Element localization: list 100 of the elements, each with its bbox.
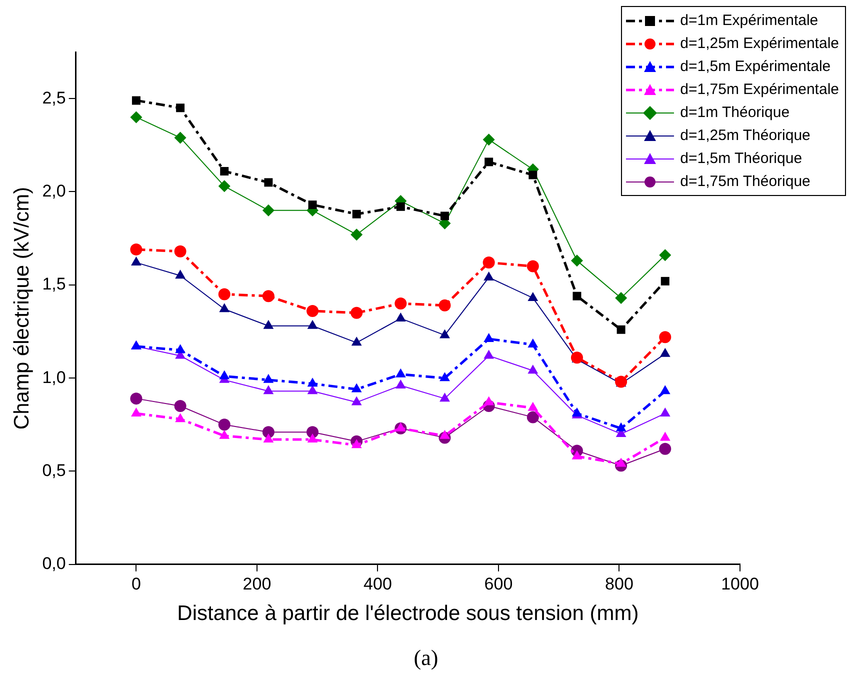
point <box>130 111 142 124</box>
point <box>484 332 494 342</box>
y-tick-label: 2,5 <box>42 88 66 108</box>
legend-label: d=1,25m Théorique <box>680 127 810 144</box>
point <box>615 292 628 304</box>
legend-label: d=1m Théorique <box>680 104 790 121</box>
point <box>132 96 140 105</box>
point <box>440 212 449 220</box>
point <box>484 396 494 406</box>
point <box>351 439 362 448</box>
point <box>528 402 538 411</box>
point <box>350 306 363 319</box>
point <box>174 245 186 258</box>
point <box>528 338 538 348</box>
legend-label: d=1,25m Expérimentale <box>680 35 839 52</box>
legend-label: d=1,75m Théorique <box>680 173 810 190</box>
y-tick-label: 0,0 <box>42 554 66 574</box>
point <box>262 204 274 216</box>
point <box>528 170 538 180</box>
y-axis-title: Champ électrique (kV/cm) <box>10 186 34 430</box>
point <box>660 432 670 441</box>
point <box>440 430 450 439</box>
point <box>175 344 186 354</box>
point <box>482 134 495 146</box>
point <box>659 442 672 455</box>
point <box>262 426 274 438</box>
point <box>306 426 319 438</box>
point <box>306 304 319 317</box>
point <box>220 167 229 176</box>
point <box>263 374 274 383</box>
point <box>484 350 494 359</box>
x-tick-label: 200 <box>242 574 272 594</box>
point <box>307 434 318 443</box>
legend-label: d=1,5m Expérimentale <box>680 58 831 75</box>
point <box>440 329 450 338</box>
point <box>395 312 406 322</box>
point <box>438 299 451 312</box>
point <box>262 290 274 302</box>
x-tick-label: 600 <box>484 574 513 594</box>
point <box>351 383 362 392</box>
point <box>616 422 626 432</box>
x-axis-title: Distance à partir de l'électrode sous tension (mm) <box>177 602 639 626</box>
point <box>394 298 407 310</box>
point <box>395 380 406 389</box>
point <box>219 430 230 439</box>
point <box>175 413 186 422</box>
point <box>175 270 186 279</box>
point <box>264 178 273 187</box>
point <box>219 370 230 380</box>
point <box>350 228 363 241</box>
point <box>351 336 362 346</box>
point <box>131 407 142 416</box>
x-tick-label: 800 <box>605 574 634 594</box>
point <box>572 450 582 460</box>
x-tick-label: 0 <box>131 574 141 594</box>
point <box>263 434 274 443</box>
point <box>176 104 185 112</box>
point <box>130 392 142 405</box>
point <box>659 249 672 262</box>
point <box>440 392 450 402</box>
point <box>395 368 406 378</box>
point <box>526 411 539 424</box>
x-tick-label: 400 <box>364 574 392 594</box>
point <box>484 271 494 280</box>
point <box>616 325 626 334</box>
point <box>616 458 626 467</box>
point <box>130 244 142 256</box>
point <box>218 288 230 300</box>
y-tick-label: 1,5 <box>42 274 66 294</box>
text: (a) <box>412 645 440 671</box>
point <box>218 180 230 192</box>
y-tick-label: 2,0 <box>42 181 66 200</box>
y-tick-label: 1,0 <box>42 368 66 387</box>
legend-label: d=1m Expérimentale <box>680 12 818 29</box>
point <box>219 303 230 312</box>
point <box>482 256 495 269</box>
point <box>131 256 142 266</box>
point <box>307 378 318 387</box>
legend-label: d=1,75m Expérimentale <box>680 81 839 98</box>
x-tick-label: 1000 <box>721 574 759 594</box>
point <box>174 400 186 412</box>
point <box>572 292 582 300</box>
point <box>528 364 538 374</box>
y-tick-label: 0,5 <box>42 460 66 480</box>
point <box>570 254 583 267</box>
point <box>218 418 230 431</box>
point <box>307 320 318 329</box>
point <box>660 407 670 416</box>
point <box>263 320 274 329</box>
point <box>308 200 317 210</box>
point <box>484 158 494 166</box>
point <box>351 396 362 406</box>
point <box>528 292 538 301</box>
point <box>395 422 406 432</box>
point <box>526 260 539 272</box>
point <box>307 385 318 394</box>
point <box>660 348 670 357</box>
point <box>440 372 450 382</box>
legend-label: d=1,5m Théorique <box>680 150 802 167</box>
point <box>659 331 672 344</box>
